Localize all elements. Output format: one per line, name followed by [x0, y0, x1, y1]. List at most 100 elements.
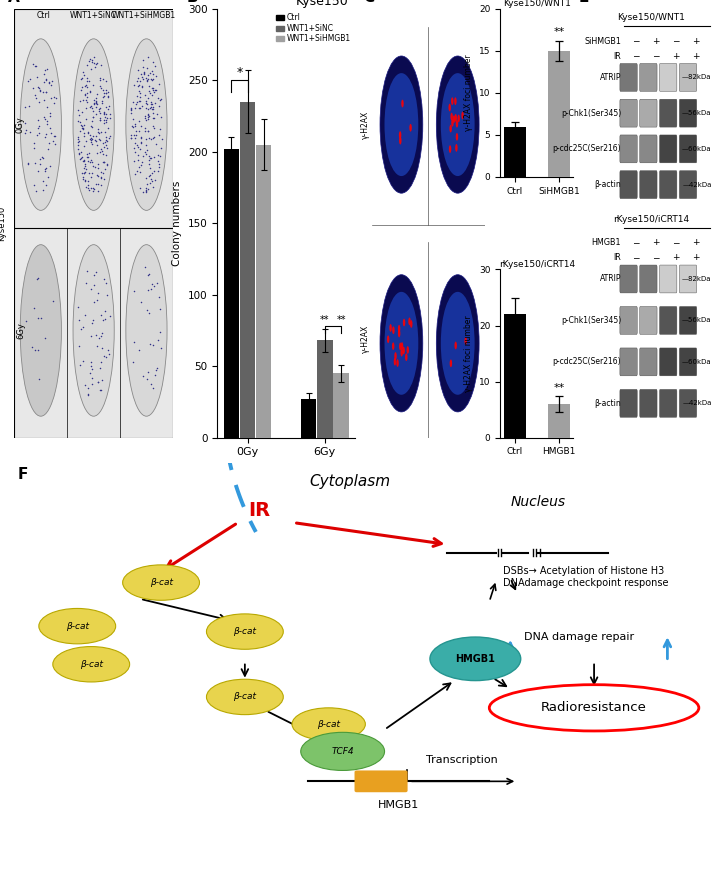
- Text: −: −: [632, 37, 640, 46]
- FancyBboxPatch shape: [660, 390, 677, 417]
- Text: p-Chk1(Ser345): p-Chk1(Ser345): [561, 108, 621, 118]
- Ellipse shape: [454, 114, 457, 121]
- Text: Kyse150: Kyse150: [295, 0, 348, 8]
- Ellipse shape: [400, 348, 403, 356]
- Bar: [548, 404, 570, 437]
- Text: −: −: [632, 253, 640, 262]
- Ellipse shape: [301, 732, 384, 771]
- Text: −: −: [672, 238, 680, 247]
- Text: 0Gy: 0Gy: [16, 116, 25, 133]
- Text: Ctrl: Ctrl: [37, 11, 50, 20]
- FancyBboxPatch shape: [680, 171, 697, 199]
- Ellipse shape: [53, 647, 130, 682]
- Text: rKyse150/iCRT14: rKyse150/iCRT14: [613, 215, 689, 224]
- Text: Kyse150/WNT1: Kyse150/WNT1: [397, 11, 460, 20]
- Text: −: −: [672, 37, 680, 46]
- Text: DSBs→ Acetylation of Histone H3
DNAdamage checkpoint response: DSBs→ Acetylation of Histone H3 DNAdamag…: [503, 566, 669, 588]
- FancyBboxPatch shape: [620, 63, 637, 92]
- Text: β-cat: β-cat: [80, 660, 103, 669]
- Ellipse shape: [387, 335, 390, 343]
- Ellipse shape: [456, 120, 458, 128]
- Ellipse shape: [395, 352, 397, 360]
- Text: **: **: [554, 27, 564, 37]
- Ellipse shape: [73, 39, 114, 210]
- FancyBboxPatch shape: [639, 171, 657, 199]
- FancyBboxPatch shape: [660, 306, 677, 334]
- Ellipse shape: [390, 324, 392, 332]
- FancyBboxPatch shape: [620, 171, 637, 199]
- Text: +: +: [692, 52, 699, 61]
- Ellipse shape: [392, 326, 395, 334]
- Ellipse shape: [451, 119, 454, 127]
- Text: p-cdc25C(Ser216): p-cdc25C(Ser216): [552, 357, 621, 366]
- FancyBboxPatch shape: [680, 390, 697, 417]
- Text: —56kDa: —56kDa: [682, 110, 711, 116]
- Ellipse shape: [392, 342, 395, 350]
- FancyBboxPatch shape: [639, 99, 657, 127]
- Ellipse shape: [384, 292, 418, 395]
- Text: +: +: [652, 238, 660, 247]
- Ellipse shape: [430, 637, 521, 680]
- Ellipse shape: [20, 39, 61, 210]
- Text: β-actin: β-actin: [595, 180, 621, 189]
- Text: −: −: [632, 238, 640, 247]
- Text: β-cat: β-cat: [318, 720, 340, 729]
- Ellipse shape: [207, 614, 283, 649]
- Y-axis label: γ-H2AX foci number: γ-H2AX foci number: [464, 315, 474, 392]
- Text: Kyse150: Kyse150: [0, 206, 6, 241]
- FancyBboxPatch shape: [660, 63, 677, 92]
- FancyBboxPatch shape: [639, 390, 657, 417]
- Text: HMGB1: HMGB1: [592, 238, 621, 247]
- Ellipse shape: [401, 99, 404, 107]
- Ellipse shape: [462, 112, 464, 120]
- Text: −: −: [652, 253, 660, 262]
- Text: —82kDa: —82kDa: [682, 75, 711, 80]
- Text: β-cat: β-cat: [150, 578, 173, 587]
- Ellipse shape: [398, 330, 400, 337]
- FancyBboxPatch shape: [680, 265, 697, 293]
- FancyBboxPatch shape: [680, 348, 697, 376]
- Ellipse shape: [456, 133, 458, 141]
- FancyBboxPatch shape: [680, 99, 697, 127]
- Ellipse shape: [441, 292, 474, 395]
- Bar: [333, 373, 348, 437]
- Ellipse shape: [464, 337, 467, 345]
- Text: **: **: [554, 384, 564, 393]
- FancyBboxPatch shape: [354, 771, 408, 792]
- Ellipse shape: [122, 565, 199, 600]
- Ellipse shape: [436, 56, 479, 194]
- Text: p-Chk1(Ser345): p-Chk1(Ser345): [561, 316, 621, 325]
- Text: +: +: [672, 253, 680, 262]
- FancyBboxPatch shape: [620, 306, 637, 334]
- FancyBboxPatch shape: [660, 135, 677, 163]
- Ellipse shape: [126, 245, 167, 416]
- Ellipse shape: [453, 115, 455, 123]
- Ellipse shape: [490, 685, 699, 731]
- Ellipse shape: [380, 275, 423, 412]
- Text: −: −: [632, 52, 640, 61]
- FancyBboxPatch shape: [639, 135, 657, 163]
- Bar: [240, 102, 255, 437]
- Ellipse shape: [380, 56, 423, 194]
- Ellipse shape: [408, 318, 410, 326]
- Text: +: +: [692, 238, 699, 247]
- Ellipse shape: [398, 325, 400, 333]
- Text: IR: IR: [248, 501, 270, 520]
- Text: 6Gy: 6Gy: [16, 322, 25, 339]
- Bar: [256, 144, 271, 437]
- Text: rKyse150/iCRT14: rKyse150/iCRT14: [393, 228, 464, 237]
- Title: Kyse150/WNT1: Kyse150/WNT1: [503, 0, 571, 8]
- Ellipse shape: [20, 245, 61, 416]
- Text: **: **: [320, 315, 329, 325]
- FancyBboxPatch shape: [680, 306, 697, 334]
- Text: WNT1+SiNC: WNT1+SiNC: [70, 11, 117, 20]
- Text: γ-H2AX: γ-H2AX: [361, 325, 370, 353]
- Text: IR: IR: [613, 52, 621, 61]
- Text: TCF4: TCF4: [331, 747, 354, 756]
- Text: +: +: [692, 253, 699, 262]
- Text: —82kDa: —82kDa: [682, 276, 711, 282]
- Text: β-actin: β-actin: [595, 399, 621, 407]
- Text: SiHMGB1: SiHMGB1: [584, 37, 621, 46]
- Legend: Ctrl, WNT1+SiNC, WNT1+SiHMGB1: Ctrl, WNT1+SiNC, WNT1+SiHMGB1: [276, 12, 351, 44]
- Bar: [503, 314, 526, 437]
